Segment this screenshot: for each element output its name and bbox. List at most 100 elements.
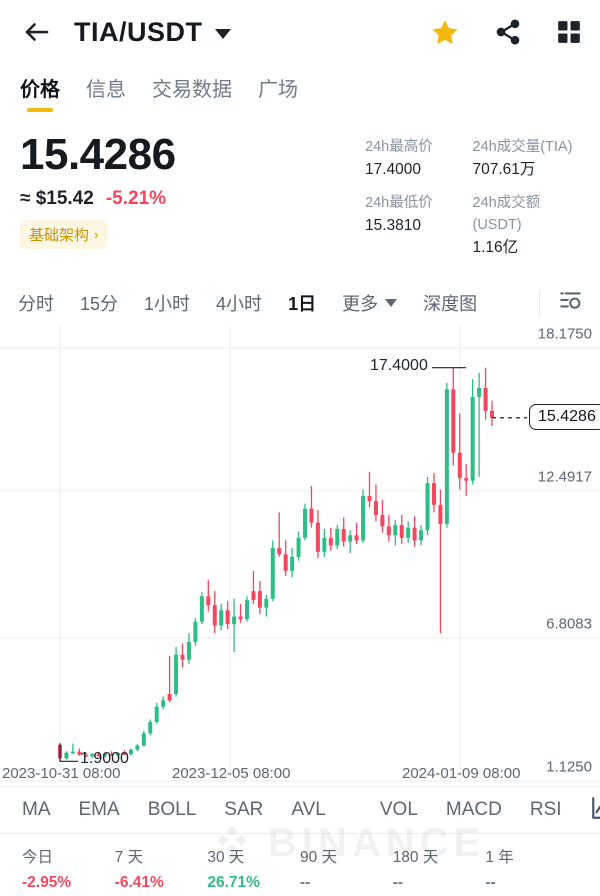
candle-body [490, 410, 494, 418]
indicator-macd[interactable]: MACD [445, 799, 502, 820]
candle-37 [296, 531, 301, 561]
candle-58 [431, 473, 436, 513]
candle-9 [116, 752, 121, 758]
indicator-toolbar: MA EMA BOLL SAR AVL VOL MACD RSI [0, 786, 600, 834]
performance-value: 26.71% [207, 874, 260, 891]
candle-body [277, 547, 282, 555]
stat-cell-2: 24h最低价 15.3810 [365, 192, 473, 260]
chevron-down-icon[interactable] [214, 29, 231, 39]
y-axis-tick-1: 12.4917 [537, 468, 592, 486]
chevron-down-icon [385, 299, 398, 307]
interval-1小时[interactable]: 1小时 [144, 290, 190, 316]
chart-settings-icon[interactable] [558, 288, 584, 319]
candle-11 [128, 748, 133, 756]
tab-0[interactable]: 价格 [20, 73, 60, 112]
candle-29 [244, 596, 249, 622]
candle-56 [419, 525, 424, 546]
candle-24 [212, 591, 217, 634]
stat-value: 17.4000 [365, 161, 422, 178]
interval-4小时[interactable]: 4小时 [216, 290, 262, 316]
indicator-ma[interactable]: MA [22, 799, 51, 820]
candle-body [438, 504, 443, 524]
candle-body [251, 591, 256, 601]
tab-2[interactable]: 交易数据 [152, 73, 232, 112]
market-stats-grid: 24h最高价 17.4000 24h成交量(TIA) 707.61万 24h最低价 15.… [365, 130, 580, 270]
candle-body [406, 527, 411, 538]
candle-body [393, 525, 398, 536]
line-chart-icon[interactable] [590, 795, 600, 826]
candle-body [386, 526, 391, 536]
interval-更多[interactable]: 更多 [342, 290, 398, 316]
candle-body [225, 610, 230, 625]
candle-63 [464, 464, 469, 496]
candle-body [425, 483, 430, 531]
candle-19 [180, 643, 185, 668]
interval-1日[interactable]: 1日 [288, 290, 316, 316]
candle-body [90, 754, 95, 757]
interval-label: 4小时 [216, 294, 263, 314]
period-low-annotation: 1.9000 [80, 750, 129, 768]
candle-8 [109, 751, 114, 757]
interval-深度图[interactable]: 深度图 [423, 290, 477, 316]
candle-body [380, 514, 385, 527]
candle-41 [322, 528, 327, 557]
candle-23 [206, 579, 211, 612]
current-price-flag: 15.4286 [529, 403, 600, 430]
back-arrow-icon[interactable] [22, 17, 52, 47]
candle-26 [225, 601, 230, 630]
interval-分时[interactable]: 分时 [18, 290, 54, 316]
indicator-vol[interactable]: VOL [379, 799, 418, 820]
candle-66 [483, 367, 488, 420]
interval-label: 更多 [342, 294, 379, 314]
candle-49 [373, 484, 378, 522]
candle-body [264, 598, 269, 608]
candle-65 [477, 372, 482, 477]
candlestick-chart[interactable]: BINANCE 18.1750 12.4917 6.8083 1.1250 2023-1… [0, 326, 600, 865]
candle-59 [438, 489, 443, 634]
tab-1[interactable]: 信息 [86, 73, 126, 112]
candle-48 [367, 471, 372, 508]
candle-body [186, 641, 191, 660]
candle-body [206, 596, 211, 606]
candle-32 [264, 594, 269, 617]
performance-cell-2: 30 天 26.71% [207, 846, 300, 896]
candle-body [148, 721, 153, 734]
stat-label: 24h成交额(USDT) [472, 195, 541, 233]
candle-27 [232, 598, 237, 653]
stat-cell-1: 24h成交量(TIA) 707.61万 [473, 136, 581, 182]
candle-body [367, 495, 372, 502]
indicator-ema[interactable]: EMA [78, 799, 120, 820]
stat-value: 1.16亿 [472, 239, 519, 256]
candle-2 [70, 743, 75, 755]
tab-3[interactable]: 广场 [258, 73, 298, 112]
category-tag[interactable]: 基础架构 › [20, 220, 108, 249]
performance-bar: 今日 -2.95% 7 天 -6.41% 30 天 26.71% 90 天 -- 180 天 --… [0, 834, 600, 896]
indicator-sar[interactable]: SAR [224, 799, 264, 820]
x-axis-tick-2: 2024-01-09 08:00 [402, 765, 521, 782]
candle-13 [141, 730, 146, 747]
indicator-avl[interactable]: AVL [291, 799, 326, 820]
favorite-star-button[interactable] [430, 17, 460, 47]
performance-value: -- [392, 874, 404, 891]
candle-body [257, 591, 262, 608]
candle-40 [315, 509, 320, 559]
candle-body [431, 483, 436, 505]
indicator-boll[interactable]: BOLL [147, 799, 197, 820]
candle-38 [303, 503, 308, 541]
grid-menu-button[interactable] [556, 19, 582, 45]
candle-body [232, 616, 237, 625]
candle-body [335, 528, 340, 546]
candle-47 [361, 489, 366, 543]
candle-57 [425, 476, 430, 536]
candle-body [122, 753, 127, 755]
candle-50 [380, 499, 385, 533]
candle-body [373, 501, 378, 515]
share-button[interactable] [494, 18, 522, 46]
candle-body [399, 525, 404, 538]
indicator-rsi[interactable]: RSI [529, 799, 562, 820]
chart-canvas[interactable] [0, 326, 600, 786]
interval-15分[interactable]: 15分 [80, 290, 118, 316]
price-summary: 15.4286 ≈ $15.42 -5.21% 基础架构 › 24h最高价 17.… [0, 112, 600, 270]
performance-label: 180 天 [392, 849, 439, 866]
